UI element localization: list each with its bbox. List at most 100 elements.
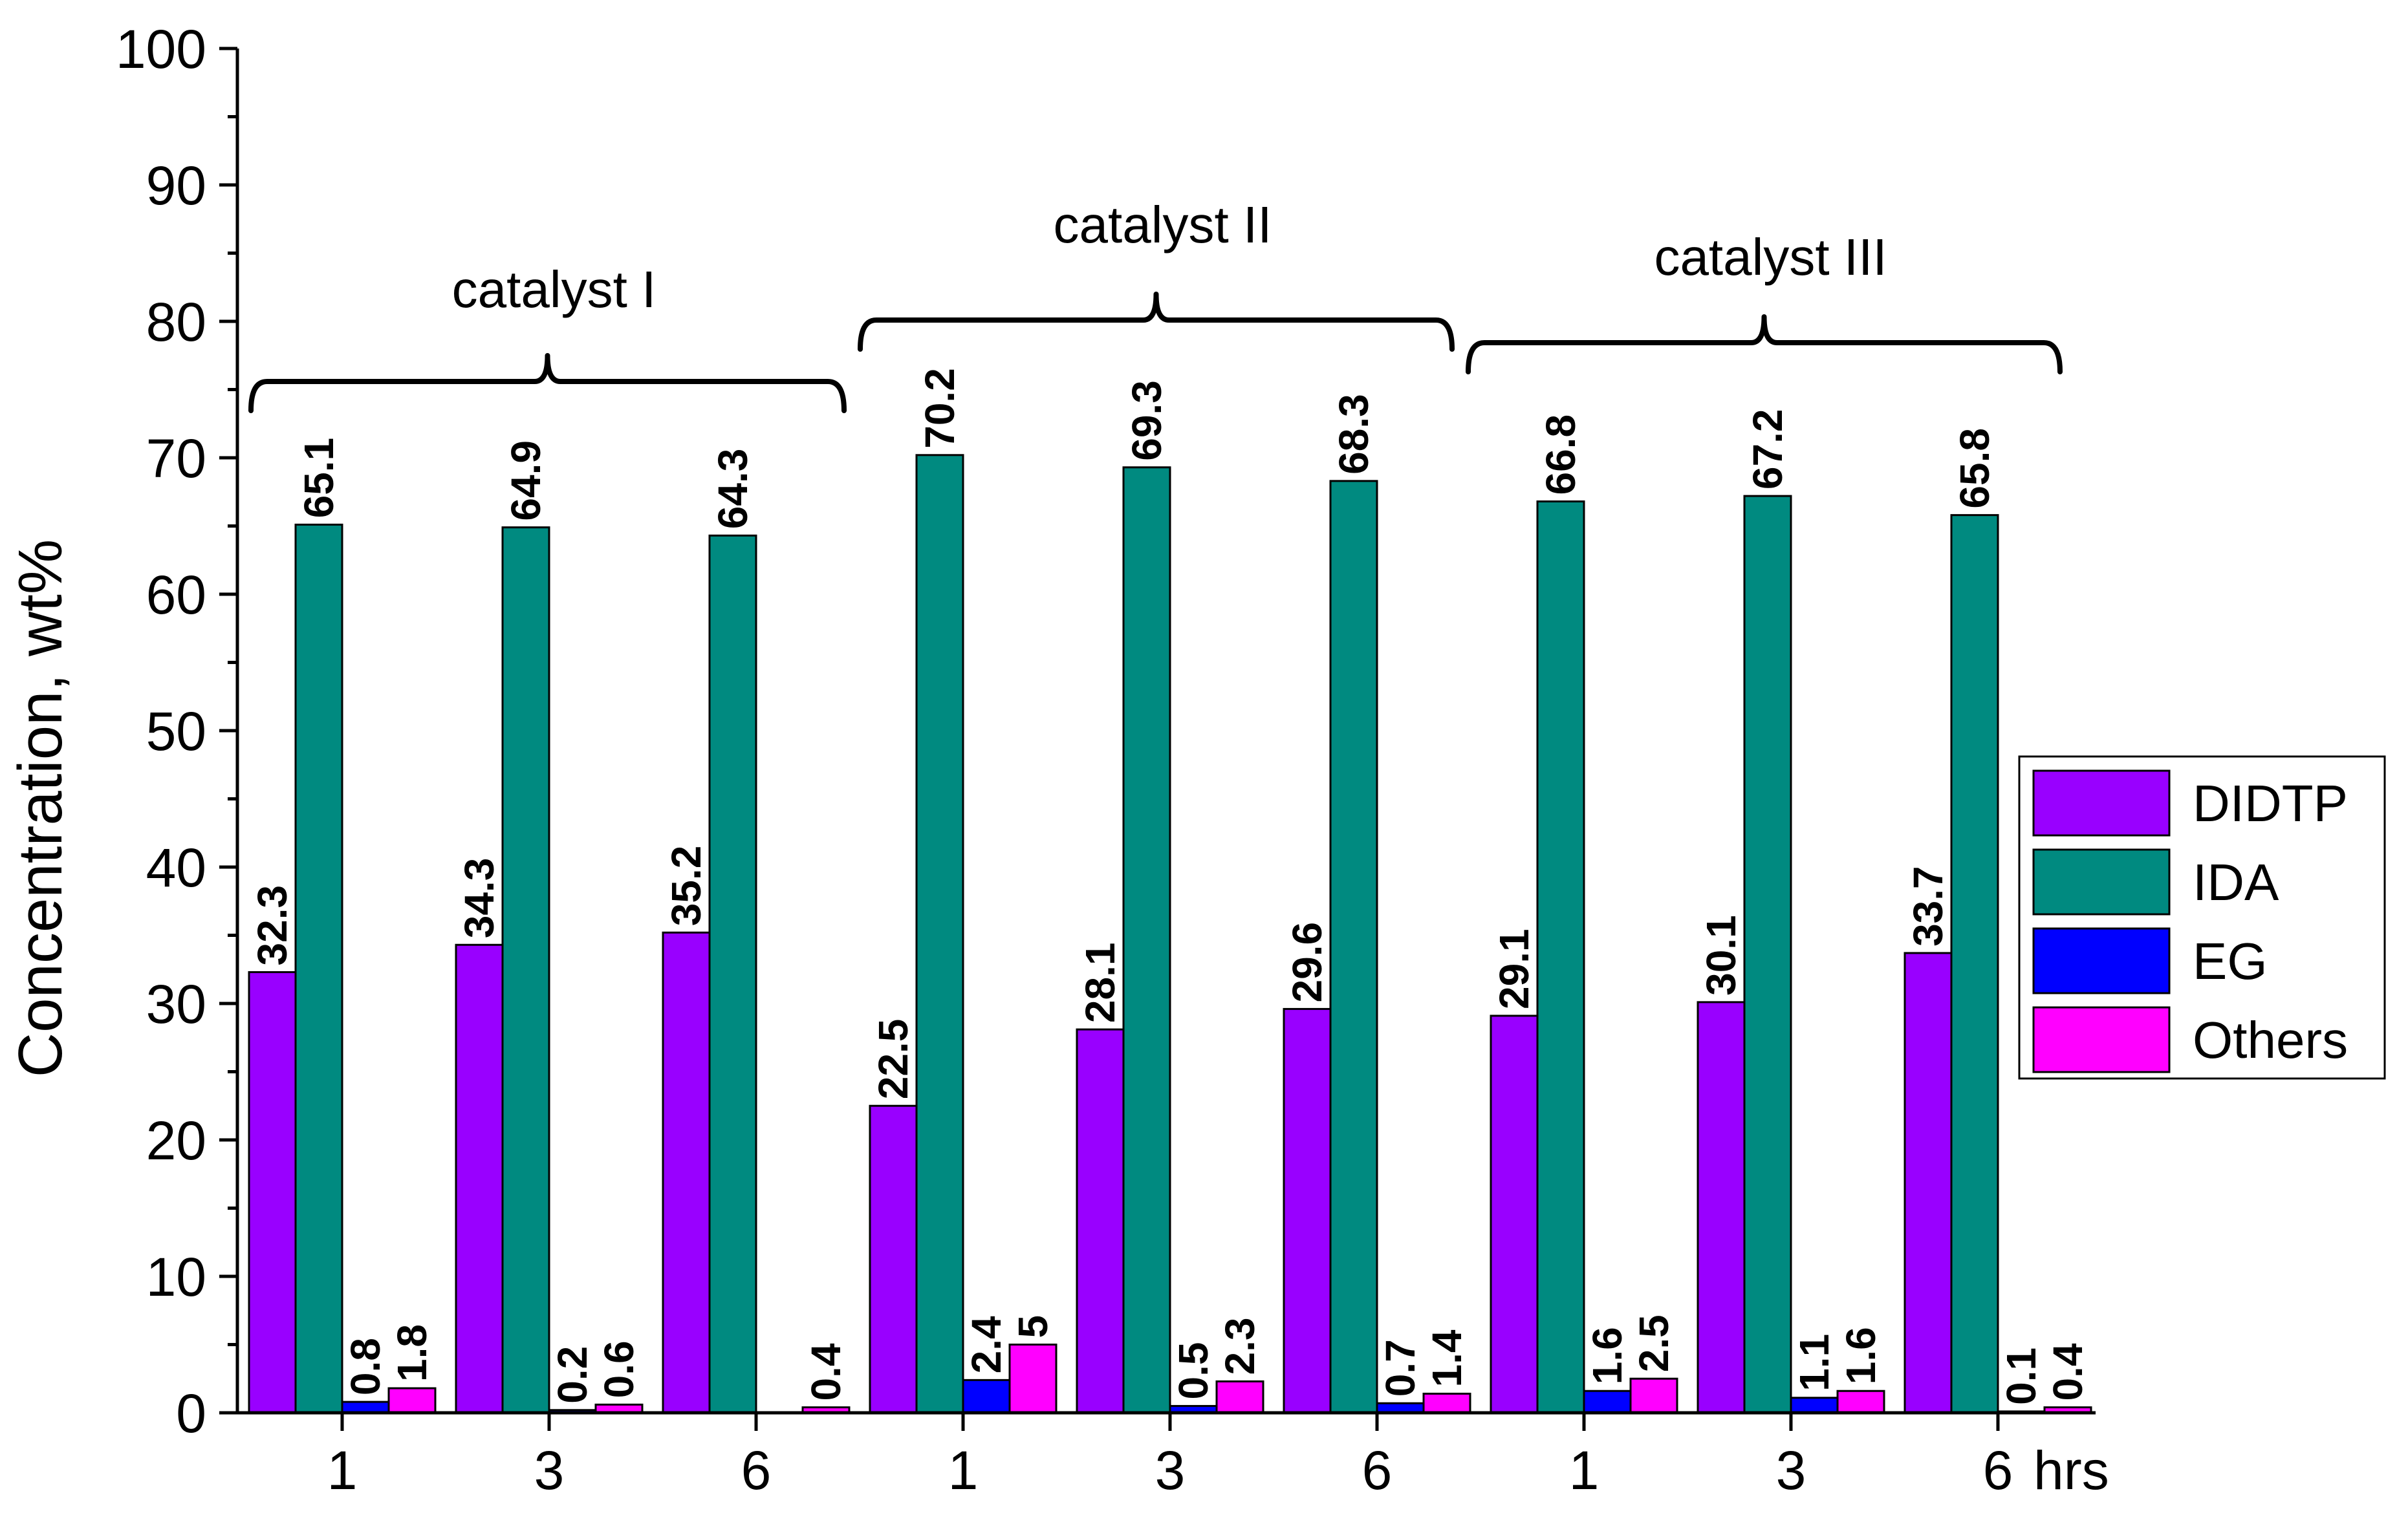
bar-others-g1-1	[387, 1387, 437, 1414]
y-tick-label-20: 20	[146, 1110, 206, 1171]
bar-eg-g1-1	[341, 1401, 390, 1414]
data-label-ida-g3-3: 67.2	[1744, 409, 1791, 490]
data-label-others-g3-6: 0.4	[2045, 1343, 2091, 1401]
bar-others-g2-6	[1422, 1392, 1471, 1414]
data-label-others-g1-1: 1.8	[389, 1324, 435, 1382]
data-label-others-g2-6: 1.4	[1424, 1329, 1470, 1387]
data-label-eg-g3-6: 0.1	[1998, 1347, 2045, 1405]
y-tick-label-100: 100	[116, 19, 206, 80]
bar-didtp-g1-3	[455, 943, 504, 1414]
bar-didtp-g3-6	[1904, 952, 1953, 1414]
legend: DIDTP IDA EG Others	[2018, 755, 2386, 1080]
data-label-ida-g1-3: 64.9	[503, 440, 549, 521]
data-label-eg-g1-3: 0.2	[549, 1346, 596, 1404]
bar-eg-g3-3	[1790, 1397, 1839, 1414]
y-tick-label-30: 30	[146, 974, 206, 1035]
bar-eg-g3-1	[1583, 1390, 1632, 1414]
data-label-eg-g2-6: 0.7	[1377, 1339, 1424, 1397]
data-label-eg-g1-1: 0.8	[342, 1338, 389, 1395]
data-label-didtp-g3-3: 30.1	[1698, 915, 1744, 996]
y-tick-label-0: 0	[176, 1383, 206, 1444]
bar-didtp-g3-3	[1697, 1001, 1746, 1414]
legend-label-eg: EG	[2193, 932, 2268, 990]
data-label-eg-g2-3: 0.5	[1170, 1342, 1217, 1399]
data-label-others-g1-6: 0.4	[803, 1343, 849, 1401]
y-tick-label-50: 50	[146, 701, 206, 762]
y-axis-title: Concentration, wt%	[6, 539, 75, 1077]
data-label-didtp-g2-6: 29.6	[1284, 922, 1330, 1003]
data-label-didtp-g3-6: 33.7	[1905, 866, 1951, 947]
data-label-ida-g3-6: 65.8	[1951, 428, 1998, 509]
y-tick-label-60: 60	[146, 564, 206, 625]
bar-didtp-g2-6	[1283, 1007, 1332, 1414]
data-label-ida-g1-1: 65.1	[296, 438, 342, 519]
group-brace-2	[858, 292, 1455, 352]
legend-swatch-ida	[2032, 848, 2171, 916]
legend-swatch-others	[2032, 1006, 2171, 1073]
data-label-others-g2-3: 2.3	[1217, 1318, 1263, 1375]
data-label-didtp-g3-1: 29.1	[1491, 928, 1537, 1009]
x-unit-label: hrs	[2034, 1440, 2109, 1501]
legend-swatch-eg	[2032, 927, 2171, 994]
x-tick-label-g1-1: 1	[327, 1440, 358, 1501]
x-tick-label-g1-6: 6	[741, 1440, 772, 1501]
group-label-3: catalyst III	[1654, 228, 1887, 286]
data-label-didtp-g1-6: 35.2	[663, 846, 710, 927]
data-label-didtp-g1-1: 32.3	[249, 885, 296, 966]
data-label-others-g2-1: 5	[1010, 1315, 1056, 1338]
x-tick-label-g3-1: 1	[1569, 1440, 1600, 1501]
y-tick-label-70: 70	[146, 428, 206, 489]
legend-label-didtp: DIDTP	[2193, 775, 2348, 832]
bar-ida-g1-6	[708, 534, 757, 1414]
data-label-others-g3-1: 2.5	[1631, 1315, 1677, 1372]
data-label-didtp-g1-3: 34.3	[456, 858, 503, 939]
bar-didtp-g3-1	[1490, 1014, 1539, 1414]
bars-layer	[248, 454, 2092, 1414]
legend-label-ida: IDA	[2193, 853, 2279, 911]
bar-ida-g1-3	[501, 526, 550, 1414]
bar-others-g2-3	[1215, 1380, 1264, 1414]
y-tick-label-80: 80	[146, 292, 206, 352]
group-brace-3	[1466, 314, 2063, 374]
bar-ida-g3-3	[1743, 495, 1792, 1414]
bar-others-g3-1	[1629, 1377, 1678, 1414]
data-label-eg-g3-3: 1.1	[1791, 1334, 1838, 1391]
data-label-didtp-g2-3: 28.1	[1077, 943, 1123, 1024]
group-brace-1	[248, 353, 847, 413]
legend-swatch-didtp	[2032, 769, 2171, 837]
data-label-ida-g2-1: 70.2	[917, 368, 963, 449]
data-label-ida-g1-6: 64.3	[710, 449, 756, 530]
data-label-others-g3-3: 1.6	[1838, 1327, 1884, 1384]
bar-didtp-g1-6	[662, 931, 711, 1414]
x-tick-label-g1-3: 3	[534, 1440, 565, 1501]
axes-layer: 0 10 20 30 40 50 60 70 80 90 100 1 3 6 1 3 6 1 3 6 hrs Concen…	[6, 19, 2109, 1501]
data-label-others-g1-3: 0.6	[596, 1340, 642, 1398]
y-tick-label-40: 40	[146, 837, 206, 898]
data-label-didtp-g2-1: 22.5	[870, 1019, 917, 1100]
bar-others-g2-1	[1008, 1344, 1058, 1414]
bar-didtp-g1-1	[248, 971, 297, 1414]
data-label-eg-g3-1: 1.6	[1584, 1327, 1631, 1384]
bar-ida-g2-3	[1122, 466, 1171, 1414]
x-tick-label-g3-6: 6	[1983, 1440, 2013, 1501]
bar-eg-g2-1	[962, 1379, 1011, 1414]
bar-ida-g2-6	[1329, 480, 1378, 1414]
group-annotations-layer: catalyst I catalyst II catalyst III	[248, 196, 2063, 413]
group-label-1: catalyst I	[452, 261, 656, 318]
data-label-eg-g2-1: 2.4	[963, 1316, 1010, 1373]
bar-others-g3-3	[1836, 1390, 1885, 1414]
bar-ida-g1-1	[294, 523, 343, 1414]
x-tick-label-g2-3: 3	[1155, 1440, 1186, 1501]
legend-label-others: Others	[2193, 1011, 2348, 1069]
data-label-ida-g2-3: 69.3	[1123, 380, 1170, 461]
y-tick-label-10: 10	[146, 1247, 206, 1307]
group-label-2: catalyst II	[1054, 196, 1272, 253]
bar-ida-g3-1	[1536, 500, 1585, 1414]
data-labels-layer: 32.3 65.1 0.8 1.8 34.3 64.9 0.2 0.6 35.2 64.3 0.4 2…	[249, 368, 2091, 1405]
data-label-ida-g2-6: 68.3	[1330, 394, 1377, 475]
x-tick-label-g3-3: 3	[1776, 1440, 1806, 1501]
y-tick-label-90: 90	[146, 155, 206, 216]
x-tick-label-g2-6: 6	[1362, 1440, 1393, 1501]
